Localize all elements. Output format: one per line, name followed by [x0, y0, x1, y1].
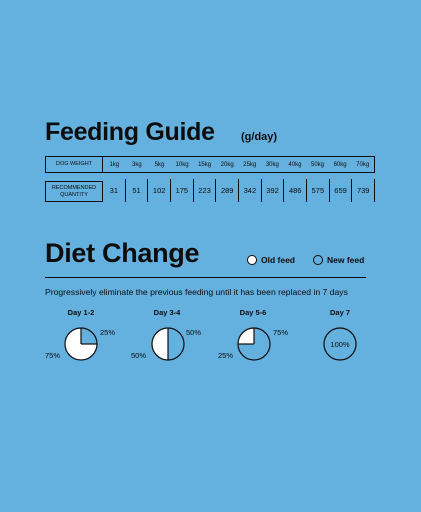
- old-feed-percent: 50%: [131, 351, 147, 360]
- quantity-cell: 102: [148, 179, 172, 202]
- pie-outline: [151, 327, 185, 361]
- quantity-cell: 659: [330, 179, 353, 202]
- new-feed-percent: 75%: [273, 328, 289, 337]
- legend-old-feed: Old feed: [247, 255, 295, 265]
- diet-change-description: Progressively eliminate the previous fee…: [45, 287, 348, 297]
- day-label: Day 3-4: [153, 308, 181, 317]
- weight-cell: 20kg: [220, 161, 234, 168]
- weight-cell: 60kg: [333, 161, 347, 168]
- pie-chart-day-5-6: [237, 327, 271, 361]
- legend-old-feed-label: Old feed: [261, 255, 296, 265]
- new-feed-percent: 100%: [330, 340, 350, 349]
- old-feed-slice: [238, 328, 254, 344]
- weight-cell: 10kg: [175, 161, 189, 168]
- weight-cell: 25kg: [243, 161, 257, 168]
- dog-weight-label: DOG WEIGHT: [45, 156, 103, 173]
- new-feed-circle-icon: [313, 255, 323, 265]
- pie-outline: [64, 327, 98, 361]
- old-feed-circle-icon: [247, 255, 257, 265]
- quantity-cell: 342: [239, 179, 262, 202]
- recommended-quantity-row: 31 51 102 175 223 289 342 392 486 575 65…: [103, 179, 376, 202]
- diet-change-title: Diet Change: [45, 238, 200, 268]
- pie-outline: [237, 327, 271, 361]
- new-feed-percent: 25%: [100, 328, 116, 337]
- weight-cell: 5kg: [154, 161, 165, 168]
- day-label: Day 1-2: [67, 308, 95, 317]
- old-feed-slice: [152, 328, 168, 360]
- weight-cell: 40kg: [288, 161, 302, 168]
- recommended-quantity-label: RECOMMENDED QUANTITY: [45, 181, 103, 202]
- pie-chart-day-1-2: [64, 327, 98, 361]
- pie-chart-day-7: [323, 327, 357, 361]
- quantity-cell: 392: [262, 179, 285, 202]
- quantity-cell: 175: [171, 179, 194, 202]
- feeding-guide-title: Feeding Guide: [45, 118, 215, 146]
- weight-cell: 15kg: [198, 161, 212, 168]
- quantity-cell: 223: [194, 179, 217, 202]
- legend-new-feed-label: New feed: [327, 255, 365, 265]
- old-feed-percent: 75%: [45, 351, 61, 360]
- feeding-guide-unit: (g/day): [241, 131, 278, 143]
- legend-new-feed: New feed: [313, 255, 364, 265]
- weight-cell: 50kg: [310, 161, 324, 168]
- weight-cell: 1kg: [109, 161, 120, 168]
- quantity-cell: 289: [216, 179, 240, 202]
- quantity-cell: 51: [126, 179, 149, 202]
- weight-cell: 70kg: [356, 161, 370, 168]
- dog-weight-row: 1kg 3kg 5kg 10kg 15kg 20kg 25kg 30kg 40k…: [103, 156, 375, 173]
- quantity-cell: 739: [352, 179, 376, 202]
- pie-chart-day-3-4: [151, 327, 185, 361]
- quantity-cell: 575: [307, 179, 330, 202]
- day-label: Day 5-6: [239, 308, 267, 317]
- quantity-cell: 31: [103, 179, 126, 202]
- day-label: Day 7: [329, 308, 350, 317]
- divider: [45, 277, 366, 278]
- old-feed-percent: 25%: [218, 351, 234, 360]
- new-feed-percent: 50%: [186, 328, 202, 337]
- quantity-cell: 486: [284, 179, 308, 202]
- weight-cell: 3kg: [132, 161, 142, 168]
- pie-outline: [323, 327, 357, 361]
- weight-cell: 30kg: [265, 161, 279, 168]
